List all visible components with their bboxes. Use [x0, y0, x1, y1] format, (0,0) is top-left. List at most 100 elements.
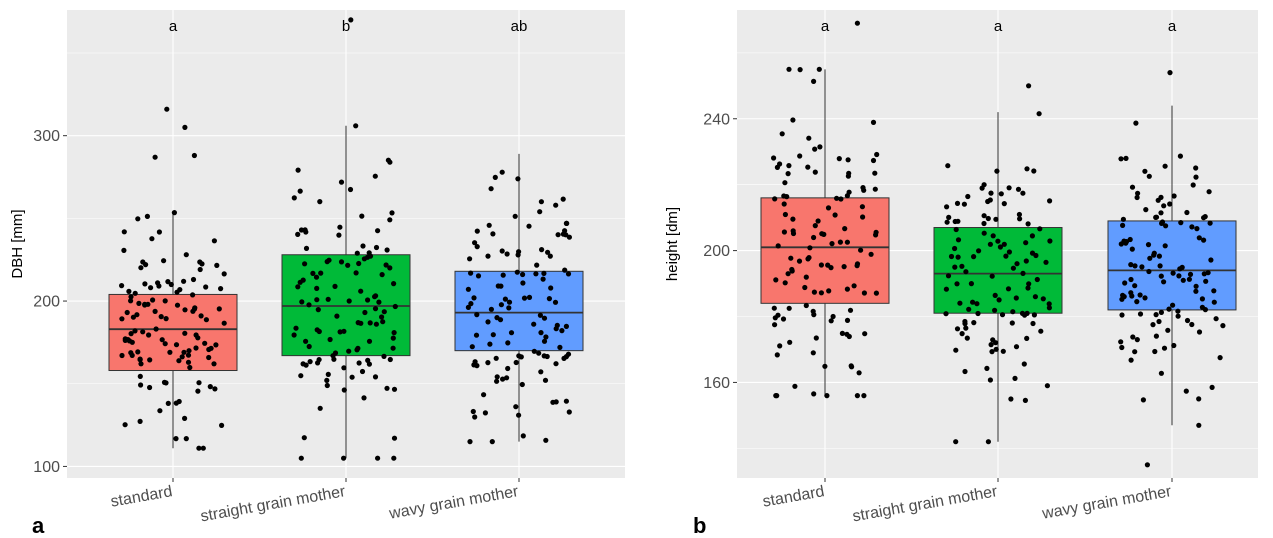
- data-point: [379, 314, 385, 320]
- data-point: [389, 210, 395, 216]
- data-point: [391, 330, 397, 336]
- outlier-point: [191, 152, 197, 159]
- data-point: [1162, 243, 1168, 249]
- data-point: [981, 230, 987, 236]
- data-point: [310, 270, 316, 276]
- data-point: [326, 257, 332, 263]
- data-point: [183, 436, 189, 442]
- data-point: [1046, 305, 1052, 311]
- data-point: [325, 296, 331, 302]
- data-point: [837, 239, 844, 245]
- data-point: [1201, 271, 1207, 277]
- data-point: [1130, 334, 1136, 340]
- data-point: [545, 249, 551, 255]
- data-point: [856, 370, 862, 376]
- data-point: [520, 433, 526, 439]
- data-point: [806, 135, 812, 141]
- data-point: [957, 300, 963, 306]
- data-point: [1153, 214, 1160, 220]
- data-point: [149, 236, 155, 242]
- data-point: [465, 304, 471, 310]
- data-point: [214, 262, 220, 268]
- data-point: [502, 296, 508, 302]
- data-point: [508, 330, 515, 336]
- y-axis-label: height [dm]: [664, 207, 681, 281]
- outlier-point: [1144, 462, 1150, 468]
- data-point: [539, 247, 545, 253]
- data-point: [474, 363, 480, 369]
- points-1: [119, 106, 227, 451]
- data-point: [948, 253, 955, 260]
- data-point: [1118, 156, 1124, 162]
- data-point: [543, 334, 549, 340]
- data-point: [140, 329, 146, 335]
- data-point: [147, 384, 153, 391]
- data-point: [302, 261, 308, 267]
- data-point: [1156, 253, 1162, 259]
- data-point: [526, 223, 532, 229]
- data-point: [132, 290, 138, 296]
- data-point: [1031, 312, 1037, 318]
- data-point: [993, 346, 999, 352]
- data-point: [841, 264, 847, 270]
- data-point: [504, 251, 510, 257]
- data-point: [341, 387, 347, 393]
- data-point: [327, 336, 333, 343]
- data-point: [1193, 288, 1199, 294]
- data-point: [379, 272, 385, 278]
- data-point: [546, 296, 553, 302]
- data-point: [1177, 266, 1183, 272]
- data-point: [870, 157, 877, 164]
- data-point: [1023, 240, 1029, 246]
- data-point: [994, 168, 1000, 174]
- data-point: [520, 280, 526, 286]
- data-point: [828, 318, 834, 324]
- data-point: [563, 398, 570, 404]
- data-point: [993, 216, 999, 222]
- data-point: [142, 302, 148, 308]
- data-point: [780, 316, 787, 322]
- data-point: [945, 273, 952, 279]
- data-point: [122, 337, 128, 343]
- data-point: [472, 414, 478, 420]
- data-point: [384, 247, 390, 253]
- data-point: [998, 191, 1004, 197]
- data-point: [981, 213, 987, 219]
- data-point: [985, 439, 992, 445]
- data-point: [1046, 301, 1052, 307]
- data-point: [148, 285, 154, 291]
- outlier-point: [1026, 83, 1032, 89]
- box-body: [454, 270, 584, 352]
- data-point: [774, 393, 780, 399]
- data-point: [822, 363, 828, 369]
- data-point: [291, 195, 297, 201]
- data-point: [858, 247, 864, 253]
- data-point: [945, 163, 951, 169]
- data-point: [1196, 422, 1202, 428]
- data-point: [1165, 327, 1171, 333]
- data-point: [775, 312, 781, 318]
- data-point: [198, 313, 204, 319]
- data-point: [1147, 255, 1153, 261]
- data-point: [771, 305, 777, 311]
- data-point: [992, 292, 998, 298]
- data-point: [200, 445, 206, 451]
- data-point: [1001, 201, 1007, 207]
- data-point: [474, 312, 480, 318]
- data-point: [185, 359, 192, 365]
- data-point: [782, 211, 789, 218]
- data-point: [302, 227, 308, 233]
- data-point: [181, 349, 187, 355]
- data-point: [818, 290, 825, 296]
- data-point: [845, 157, 851, 163]
- data-point: [306, 343, 312, 350]
- data-point: [505, 340, 511, 346]
- data-point: [513, 404, 519, 410]
- data-point: [359, 368, 366, 375]
- y-tick-label: 160: [703, 375, 730, 392]
- data-point: [787, 339, 793, 345]
- data-point: [1127, 236, 1133, 243]
- data-point: [543, 437, 549, 443]
- data-point: [990, 233, 996, 239]
- points-2: [291, 17, 398, 461]
